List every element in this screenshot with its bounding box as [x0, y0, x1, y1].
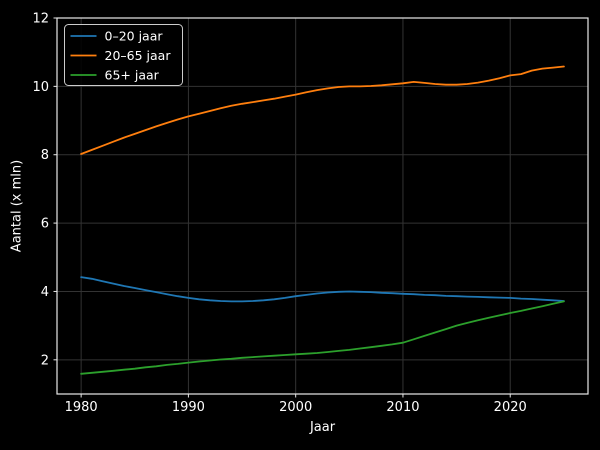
- y-tick-label: 12: [32, 12, 49, 27]
- x-tick-label: 2020: [494, 400, 527, 415]
- y-axis-label: Aantal (x mln): [9, 159, 25, 253]
- y-tick-label: 8: [41, 148, 49, 163]
- legend-box: [64, 24, 183, 86]
- y-tick-label: 10: [32, 80, 49, 95]
- x-axis-label: Jaar: [309, 420, 336, 435]
- legend-label: 65+ jaar: [105, 68, 160, 83]
- series-line-65+-jaar: [80, 300, 565, 375]
- axes-spines: [56, 17, 589, 395]
- y-tick-label: 2: [41, 353, 49, 368]
- legend-label: 20–65 jaar: [105, 48, 172, 63]
- y-tick-label: 6: [41, 217, 49, 232]
- x-tick-label: 1990: [172, 400, 205, 415]
- x-tick-label: 1980: [65, 400, 98, 415]
- x-tick-label: 2000: [279, 400, 312, 415]
- legend-label: 0–20 jaar: [105, 29, 164, 44]
- y-tick-label: 4: [41, 285, 49, 300]
- series-line-20-65-jaar: [80, 65, 565, 155]
- x-tick-label: 2010: [386, 400, 419, 415]
- series-line-0-20-jaar: [80, 276, 565, 303]
